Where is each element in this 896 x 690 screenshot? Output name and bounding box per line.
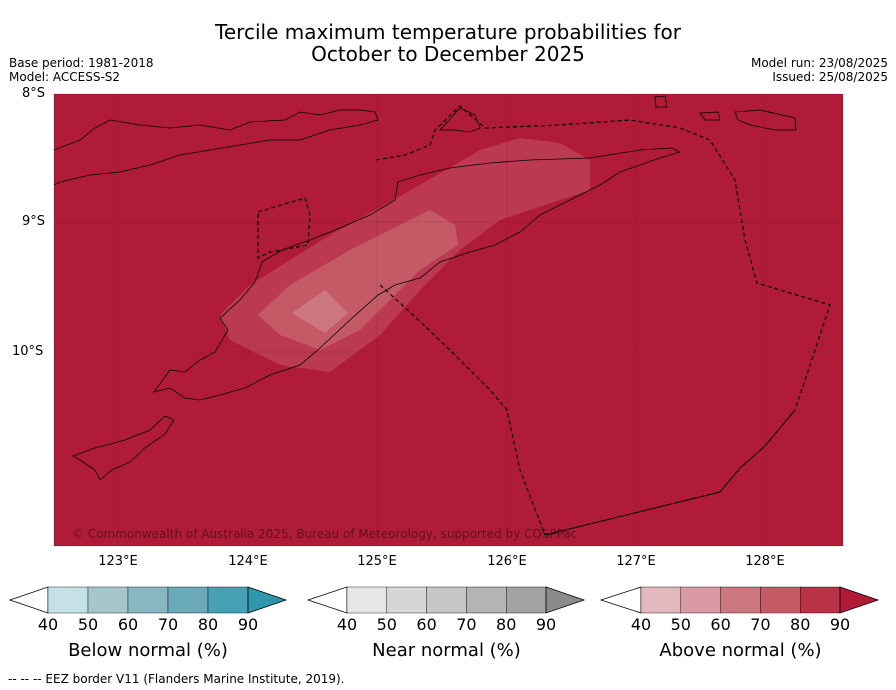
above-colorbar-tick: 50 [670, 615, 691, 634]
timor-coastline [153, 147, 682, 401]
above-colorbar-tick: 40 [630, 615, 652, 634]
above-colorbar-tick: 70 [750, 615, 771, 634]
below-colorbar-tick: 70 [157, 615, 179, 634]
below-colorbar-tick: 60 [117, 615, 139, 634]
lon-tick-128e: 128°E [745, 554, 785, 569]
lon-tick-126e: 126°E [487, 554, 527, 569]
below-colorbar-tick: 40 [37, 615, 59, 634]
small-island-3 [699, 111, 721, 121]
map-background [54, 94, 843, 546]
lon-tick-123e: 123°E [98, 554, 138, 569]
copyright-text: © Commonwealth of Australia 2025, Bureau… [72, 527, 577, 541]
near-colorbar-tick: 70 [456, 615, 477, 634]
rote-island [72, 415, 175, 481]
near-colorbar-tick: 40 [336, 615, 358, 634]
above-colorbar-tick: 90 [829, 615, 851, 634]
map-frame [53, 93, 844, 547]
below-colorbar-tick: 80 [197, 615, 219, 634]
title-line-2: October to December 2025 [311, 42, 585, 66]
below-colorbar-label: Below normal (%) [68, 640, 228, 661]
near-colorbar-tick: 90 [535, 615, 557, 634]
lat-tick-9s: 9°S [22, 214, 46, 229]
lon-tick-127e: 127°E [616, 554, 656, 569]
lat-tick-10s: 10°S [12, 344, 44, 359]
small-island-1 [654, 95, 668, 108]
below-colorbar-tick: 50 [77, 615, 99, 634]
below-colorbar-tick: 90 [237, 615, 259, 634]
base-period: Base period: 1981-2018 [9, 56, 154, 70]
eez-border-south [379, 284, 546, 536]
issued-date: Issued: 25/08/2025 [772, 70, 888, 84]
eez-footer-note: -- -- -- EEZ border V11 (Flanders Marine… [8, 672, 345, 686]
small-island-2 [734, 109, 797, 131]
eez-border-solid [544, 409, 796, 536]
eez-border-oecusse [257, 197, 311, 259]
above-colorbar-label: Above normal (%) [659, 640, 822, 661]
wetar-island [439, 107, 481, 133]
near-colorbar-tick: 80 [496, 615, 517, 634]
lon-tick-124e: 124°E [228, 554, 268, 569]
model-name: Model: ACCESS-S2 [9, 70, 121, 84]
near-colorbar-label: Near normal (%) [372, 640, 521, 661]
near-colorbar-tick: 50 [376, 615, 397, 634]
model-run: Model run: 23/08/2025 [750, 56, 888, 70]
title-line-1: Tercile maximum temperature probabilitie… [215, 20, 681, 44]
near-colorbar-tick: 60 [416, 615, 437, 634]
alor-islands [54, 109, 379, 186]
lat-tick-8s: 8°S [22, 86, 46, 101]
above-colorbar-tick: 80 [790, 615, 811, 634]
eez-border-main [375, 105, 831, 411]
above-colorbar-tick: 60 [710, 615, 731, 634]
lon-tick-125e: 125°E [357, 554, 397, 569]
contour-60 [292, 290, 348, 333]
